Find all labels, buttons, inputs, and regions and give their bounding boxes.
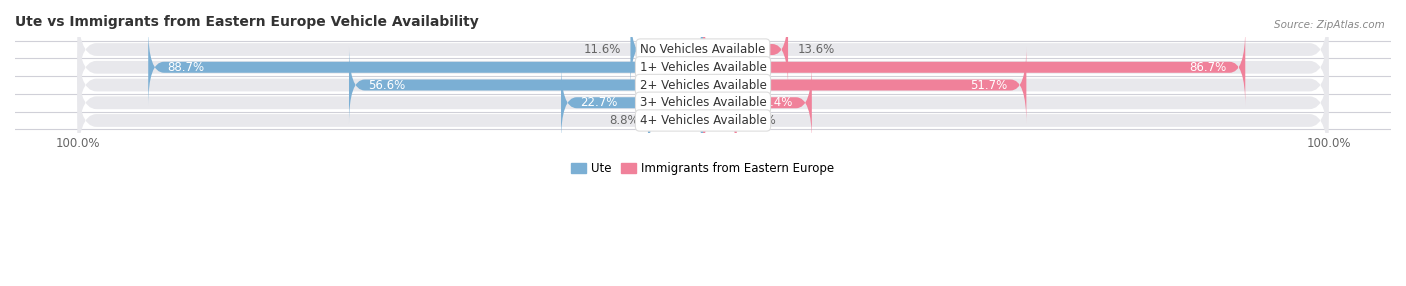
Legend: Ute, Immigrants from Eastern Europe: Ute, Immigrants from Eastern Europe [567, 157, 839, 180]
FancyBboxPatch shape [703, 11, 787, 88]
Text: 17.4%: 17.4% [755, 96, 793, 109]
FancyBboxPatch shape [703, 82, 737, 159]
Text: Source: ZipAtlas.com: Source: ZipAtlas.com [1274, 20, 1385, 30]
FancyBboxPatch shape [561, 64, 703, 142]
Text: 2+ Vehicles Available: 2+ Vehicles Available [640, 78, 766, 92]
Text: 22.7%: 22.7% [579, 96, 617, 109]
Text: No Vehicles Available: No Vehicles Available [640, 43, 766, 56]
FancyBboxPatch shape [77, 3, 1329, 96]
FancyBboxPatch shape [703, 64, 811, 142]
FancyBboxPatch shape [703, 46, 1026, 124]
Text: 11.6%: 11.6% [583, 43, 621, 56]
FancyBboxPatch shape [77, 74, 1329, 167]
FancyBboxPatch shape [648, 82, 703, 159]
FancyBboxPatch shape [77, 56, 1329, 150]
Text: 86.7%: 86.7% [1189, 61, 1226, 74]
Text: 5.4%: 5.4% [747, 114, 776, 127]
Text: 3+ Vehicles Available: 3+ Vehicles Available [640, 96, 766, 109]
Text: 51.7%: 51.7% [970, 78, 1008, 92]
FancyBboxPatch shape [77, 20, 1329, 114]
Text: 88.7%: 88.7% [167, 61, 204, 74]
Text: 56.6%: 56.6% [368, 78, 405, 92]
FancyBboxPatch shape [77, 38, 1329, 132]
Text: 1+ Vehicles Available: 1+ Vehicles Available [640, 61, 766, 74]
Text: 8.8%: 8.8% [609, 114, 638, 127]
FancyBboxPatch shape [148, 28, 703, 106]
FancyBboxPatch shape [630, 11, 703, 88]
Text: 13.6%: 13.6% [797, 43, 835, 56]
FancyBboxPatch shape [703, 28, 1246, 106]
FancyBboxPatch shape [349, 46, 703, 124]
Text: Ute vs Immigrants from Eastern Europe Vehicle Availability: Ute vs Immigrants from Eastern Europe Ve… [15, 15, 479, 29]
Text: 4+ Vehicles Available: 4+ Vehicles Available [640, 114, 766, 127]
